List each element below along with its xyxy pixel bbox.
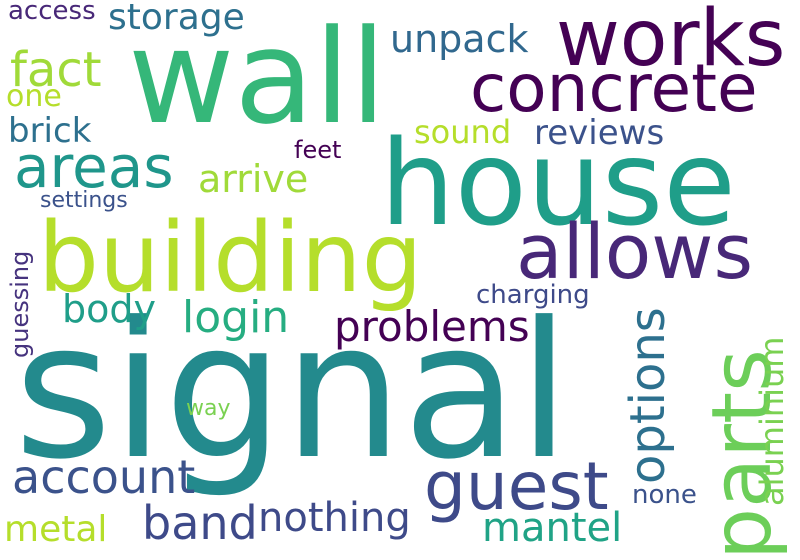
word-arrive: arrive: [198, 157, 309, 201]
word-sound: sound: [414, 113, 512, 151]
word-charging: charging: [476, 280, 590, 310]
word-metal: metal: [4, 509, 108, 550]
word-none: none: [632, 480, 697, 510]
word-options: options: [620, 307, 676, 484]
word-unpack: unpack: [390, 17, 529, 61]
word-wall: wall: [128, 1, 387, 153]
word-brick: brick: [8, 111, 92, 151]
word-guest: guest: [424, 448, 609, 525]
word-signal: signal: [14, 282, 571, 501]
word-works: works: [556, 0, 786, 84]
word-login: login: [182, 292, 290, 343]
word-way: way: [186, 396, 231, 421]
word-allows: allows: [516, 207, 754, 296]
word-body: body: [62, 287, 156, 331]
word-band: band: [142, 496, 258, 550]
word-nothing: nothing: [258, 495, 411, 541]
word-guessing: guessing: [6, 250, 34, 358]
word-settings: settings: [40, 188, 128, 213]
word-fact: fact: [10, 42, 102, 98]
word-concrete: concrete: [470, 50, 758, 127]
word-areas: areas: [14, 133, 174, 201]
word-reviews: reviews: [534, 113, 665, 153]
word-house: house: [380, 114, 736, 252]
word-one: one: [6, 79, 62, 114]
word-feet: feet: [294, 136, 342, 164]
word-aluminium: aluminium: [753, 336, 791, 506]
word-mantel: mantel: [482, 505, 623, 551]
word-account: account: [12, 450, 196, 504]
word-access: access: [8, 0, 96, 26]
word-problems: problems: [334, 302, 530, 351]
word-building: building: [38, 202, 423, 314]
word-storage: storage: [108, 0, 245, 38]
